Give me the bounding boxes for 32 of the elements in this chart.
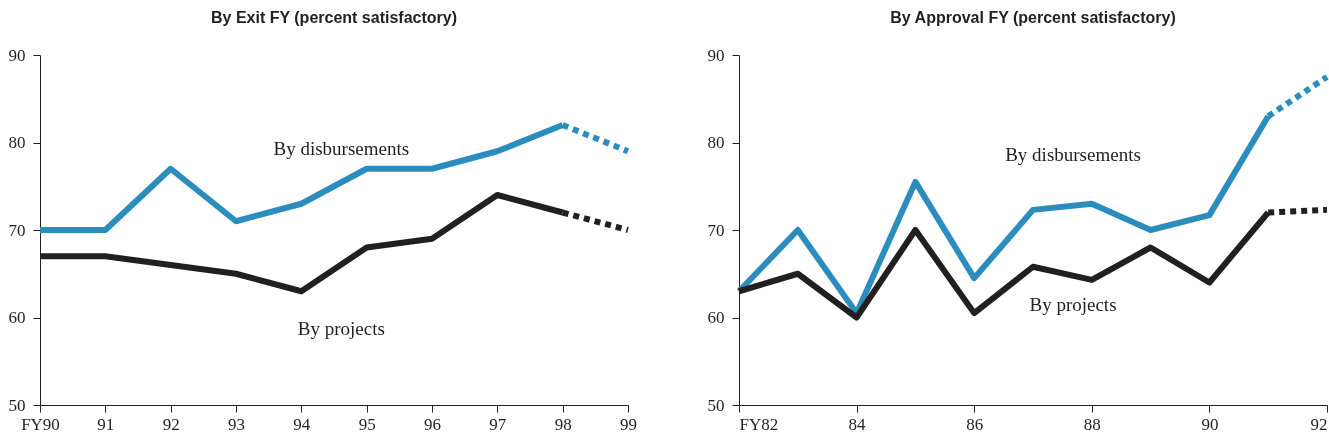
x-tick-label: 92 <box>162 414 180 434</box>
x-tick-label: 93 <box>228 414 245 434</box>
y-tick-label: 80 <box>8 133 26 152</box>
chart-title: By Approval FY (percent satisfactory) <box>890 9 1176 26</box>
x-tick-label: 99 <box>620 414 637 434</box>
x-tick-label: 96 <box>424 414 441 434</box>
y-tick-label: 90 <box>707 45 725 65</box>
x-tick-label: 88 <box>1083 414 1101 434</box>
y-tick-label: 80 <box>707 133 725 152</box>
y-tick-label: 60 <box>707 308 725 327</box>
series-label: By projects <box>1029 293 1117 315</box>
chart-title: By Exit FY (percent satisfactory) <box>210 9 458 26</box>
y-tick-label: 50 <box>707 395 725 415</box>
y-tick-label: 60 <box>8 308 26 327</box>
x-tick-label: FY82 <box>739 414 779 434</box>
x-tick-label: 92 <box>1310 414 1328 434</box>
x-tick-label: 86 <box>966 414 984 434</box>
text: By disbursements <box>1005 143 1141 165</box>
x-tick-label: FY90 <box>21 414 60 434</box>
y-tick-label: 70 <box>8 220 26 240</box>
x-tick-label: 91 <box>97 414 115 434</box>
x-tick-label: 97 <box>489 414 507 434</box>
series-label: By disbursements <box>273 137 410 159</box>
y-tick-label: 90 <box>8 45 26 65</box>
x-tick-label: 98 <box>554 414 572 434</box>
x-tick-label: 95 <box>358 414 376 434</box>
x-tick-label: 94 <box>293 414 311 434</box>
x-tick-label: 84 <box>848 414 867 434</box>
y-tick-label: 50 <box>8 395 26 415</box>
series-label: By projects <box>297 318 385 340</box>
y-tick-label: 70 <box>707 220 725 240</box>
x-tick-label: 90 <box>1201 414 1219 434</box>
